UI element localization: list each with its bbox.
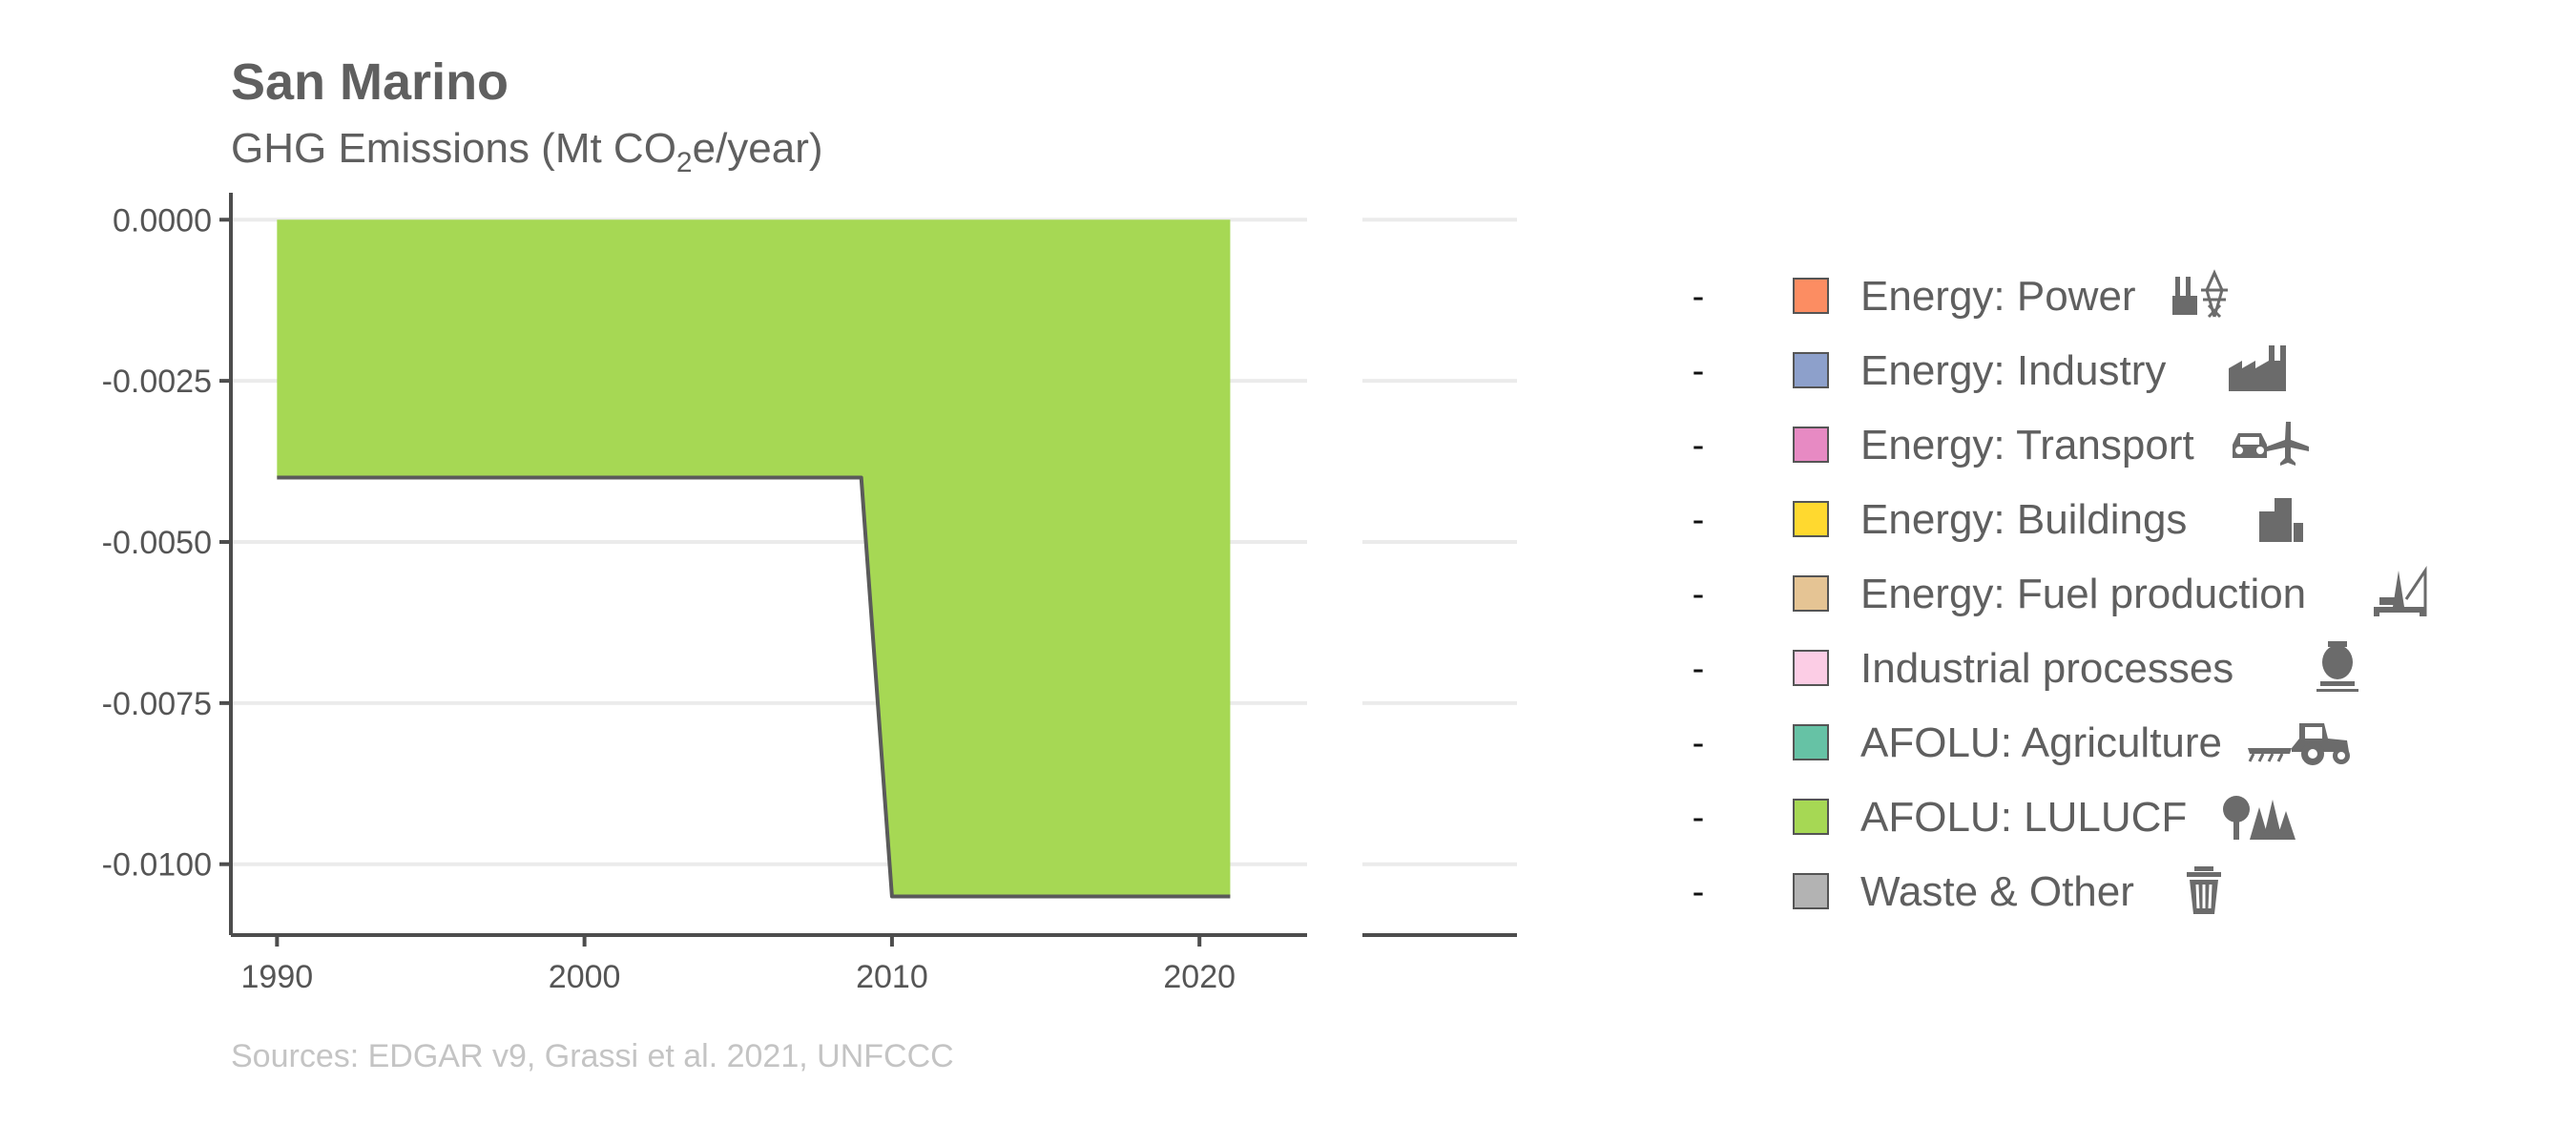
legend-swatch [1793,650,1829,686]
legend-label: Energy: Fuel production [1860,571,2306,617]
car-plane-icon [2233,422,2309,466]
legend: - Energy: Power - Energy: Industry - Energy: … [1693,269,2427,915]
y-tick-label: -0.0050 [102,525,212,561]
legend-dash: - [1693,872,1705,912]
y-tick-label: -0.0025 [102,364,212,400]
total-emissions-line [277,475,1231,899]
oil-rig-icon [2374,566,2427,616]
factory-icon [2229,345,2286,391]
legend-label: AFOLU: LULUCF [1860,794,2187,841]
x-tick-label: 1990 [241,959,314,995]
area-series [277,219,1231,897]
legend-label: AFOLU: Agriculture [1860,719,2222,766]
legend-swatch [1793,352,1829,388]
axes: 0.0000 -0.0025 -0.0050 -0.0075 -0.0100 1990 20… [102,193,1517,995]
legend-swatch [1793,427,1829,463]
legend-dash: - [1693,723,1705,763]
legend-label: Energy: Industry [1860,347,2166,394]
y-tick-label: 0.0000 [113,202,212,239]
tractor-plough-icon [2248,723,2350,765]
legend-label: Waste & Other [1860,868,2134,915]
x-tick-label: 2000 [549,959,621,995]
legend-dash: - [1693,426,1705,466]
legend-swatch [1793,278,1829,314]
trash-can-icon [2187,866,2221,914]
chart-subtitle: GHG Emissions (Mt CO2e/year) [231,125,823,178]
x-tick-label: 2010 [856,959,928,995]
legend-dash: - [1693,500,1705,540]
y-tick-label: -0.0100 [102,847,212,884]
buildings-icon [2259,498,2303,542]
legend-dash: - [1693,351,1705,391]
y-tick-label: -0.0075 [102,686,212,722]
legend-label: Industrial processes [1860,645,2233,692]
legend-dash: - [1693,277,1705,317]
x-tick-label: 2020 [1163,959,1236,995]
trees-icon [2223,796,2296,840]
legend-dash: - [1693,798,1705,838]
legend-dash: - [1693,649,1705,689]
legend-label: Energy: Transport [1860,422,2194,468]
legend-swatch [1793,724,1829,760]
cement-mixer-icon [2316,641,2358,692]
legend-label: Energy: Power [1860,273,2136,320]
source-caption: Sources: EDGAR v9, Grassi et al. 2021, U… [231,1038,954,1074]
legend-swatch [1793,873,1829,909]
chart-title: San Marino [231,53,509,111]
power-plant-pylon-icon [2172,269,2228,319]
legend-swatch [1793,501,1829,537]
legend-dash: - [1693,574,1705,614]
legend-label: Energy: Buildings [1860,496,2187,543]
plot-area [277,219,1231,899]
legend-swatch [1793,575,1829,612]
legend-swatch [1793,799,1829,835]
